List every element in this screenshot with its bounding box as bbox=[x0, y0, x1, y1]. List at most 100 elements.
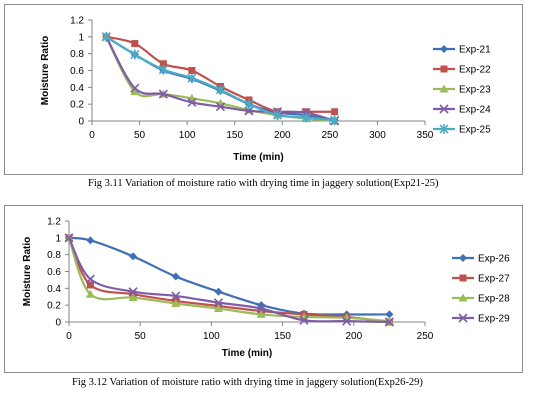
y-tick-label: 0 bbox=[55, 318, 61, 329]
data-point bbox=[214, 304, 224, 313]
data-point bbox=[215, 84, 226, 95]
data-point bbox=[128, 287, 138, 297]
data-point bbox=[128, 293, 138, 302]
x-axis-title: Time (min) bbox=[233, 152, 283, 163]
y-tick-label: 1 bbox=[55, 233, 61, 244]
x-tick-label: 100 bbox=[179, 130, 196, 141]
legend-entry: Exp-24 bbox=[433, 104, 491, 116]
legend-label: Exp-21 bbox=[459, 45, 491, 56]
legend-marker bbox=[458, 293, 468, 302]
legend-entry: Exp-29 bbox=[452, 313, 510, 325]
y-axis-title: Moisture Ratio bbox=[22, 237, 33, 306]
data-point bbox=[342, 316, 352, 326]
data-point bbox=[272, 110, 283, 121]
data-point bbox=[244, 99, 254, 110]
data-point bbox=[256, 309, 266, 318]
legend-label: Exp-27 bbox=[478, 274, 510, 285]
x-tick-label: 150 bbox=[226, 130, 243, 141]
x-tick-label: 300 bbox=[369, 130, 386, 141]
legend-entry: Exp-28 bbox=[452, 293, 510, 305]
series-exp-29 bbox=[64, 233, 394, 327]
data-point bbox=[187, 73, 197, 84]
y-tick-label: 0.8 bbox=[47, 250, 61, 261]
y-tick-label: 0.2 bbox=[70, 100, 84, 111]
data-point bbox=[158, 89, 168, 99]
data-point bbox=[385, 310, 394, 319]
data-point bbox=[101, 31, 111, 42]
legend-marker bbox=[458, 313, 468, 323]
data-point bbox=[131, 40, 139, 48]
y-tick-label: 0.6 bbox=[70, 66, 84, 77]
legend-marker bbox=[459, 274, 467, 282]
chart-panel-exp26-29: 0 0.2 0.4 0.6 0.8 1 1.2 0 50 100 150 200 250 Time (mi… bbox=[4, 205, 523, 373]
data-point bbox=[215, 102, 226, 112]
y-tick-label: 0.6 bbox=[47, 267, 61, 278]
data-point bbox=[301, 112, 311, 123]
x-axis-title: Time (min) bbox=[222, 348, 272, 359]
data-point bbox=[158, 64, 168, 75]
data-point bbox=[188, 67, 196, 74]
legend-label: Exp-24 bbox=[459, 105, 491, 116]
legend-label: Exp-28 bbox=[478, 294, 510, 305]
data-point bbox=[187, 97, 197, 108]
x-tick-label: 250 bbox=[417, 331, 434, 342]
legend-entry: Exp-22 bbox=[433, 65, 491, 76]
legend-entry: Exp-21 bbox=[433, 45, 491, 56]
data-point bbox=[256, 303, 266, 314]
legend-label: Exp-29 bbox=[478, 314, 510, 325]
y-tick-label: 0.8 bbox=[70, 49, 84, 60]
data-point bbox=[130, 87, 140, 96]
data-point bbox=[85, 289, 95, 298]
y-tick-label: 0.4 bbox=[47, 284, 61, 295]
x-tick-label: 100 bbox=[203, 331, 220, 342]
legend-marker bbox=[439, 104, 449, 114]
legend-marker bbox=[440, 65, 448, 73]
data-point bbox=[171, 298, 181, 307]
data-point bbox=[213, 298, 224, 308]
x-tick-label: 0 bbox=[89, 130, 95, 141]
legend-entry: Exp-26 bbox=[452, 254, 510, 265]
chart-exp26-29: 0 0.2 0.4 0.6 0.8 1 1.2 0 50 100 150 200 250 Time (mi… bbox=[22, 217, 510, 360]
data-point bbox=[384, 317, 394, 327]
data-point bbox=[330, 115, 340, 126]
legend-label: Exp-25 bbox=[459, 125, 491, 136]
chart-exp21-25: 0 0.2 0.4 0.6 0.8 1 1.2 0 50 100 150 200 250 300 350 Ti… bbox=[40, 16, 491, 164]
legend-marker bbox=[439, 124, 449, 134]
chart-panel-exp21-25: 0 0.2 0.4 0.6 0.8 1 1.2 0 50 100 150 200 250 300 350 Ti… bbox=[4, 4, 523, 175]
x-tick-label: 250 bbox=[322, 130, 339, 141]
legend-marker bbox=[459, 254, 467, 262]
data-point bbox=[244, 106, 254, 116]
series-exp-26 bbox=[65, 233, 394, 319]
y-tick-label: 0 bbox=[78, 117, 84, 128]
data-point bbox=[64, 233, 74, 243]
y-tick-label: 1 bbox=[78, 32, 84, 43]
data-point bbox=[171, 291, 181, 301]
data-point bbox=[214, 287, 223, 296]
figure-caption-3-11: Fig 3.11 Variation of moisture ratio wit… bbox=[88, 178, 439, 189]
data-point bbox=[129, 252, 138, 261]
x-tick-label: 50 bbox=[135, 331, 147, 342]
x-tick-label: 0 bbox=[66, 331, 72, 342]
series-line bbox=[105, 36, 335, 123]
data-point bbox=[171, 272, 180, 281]
x-tick-label: 150 bbox=[274, 331, 291, 342]
legend-entry: Exp-27 bbox=[452, 274, 510, 285]
series-line bbox=[105, 36, 335, 123]
legend-label: Exp-23 bbox=[459, 85, 491, 96]
data-point bbox=[130, 49, 140, 60]
x-tick-label: 50 bbox=[134, 130, 146, 141]
legend-label: Exp-22 bbox=[459, 65, 491, 76]
figure-caption-3-12: Fig 3.12 Variation of moisture ratio wit… bbox=[72, 377, 423, 388]
legend-entry: Exp-25 bbox=[433, 124, 491, 136]
legend-label: Exp-26 bbox=[478, 254, 510, 265]
data-point bbox=[130, 83, 140, 93]
data-point bbox=[159, 60, 167, 68]
y-tick-label: 0.4 bbox=[70, 83, 84, 94]
data-point bbox=[86, 281, 94, 289]
y-axis-title: Moisture Ratio bbox=[40, 36, 51, 105]
x-tick-label: 200 bbox=[274, 130, 291, 141]
y-tick-label: 0.2 bbox=[47, 301, 61, 312]
data-point bbox=[86, 236, 95, 245]
y-tick-label: 1.2 bbox=[70, 16, 84, 27]
legend-marker bbox=[440, 45, 448, 53]
